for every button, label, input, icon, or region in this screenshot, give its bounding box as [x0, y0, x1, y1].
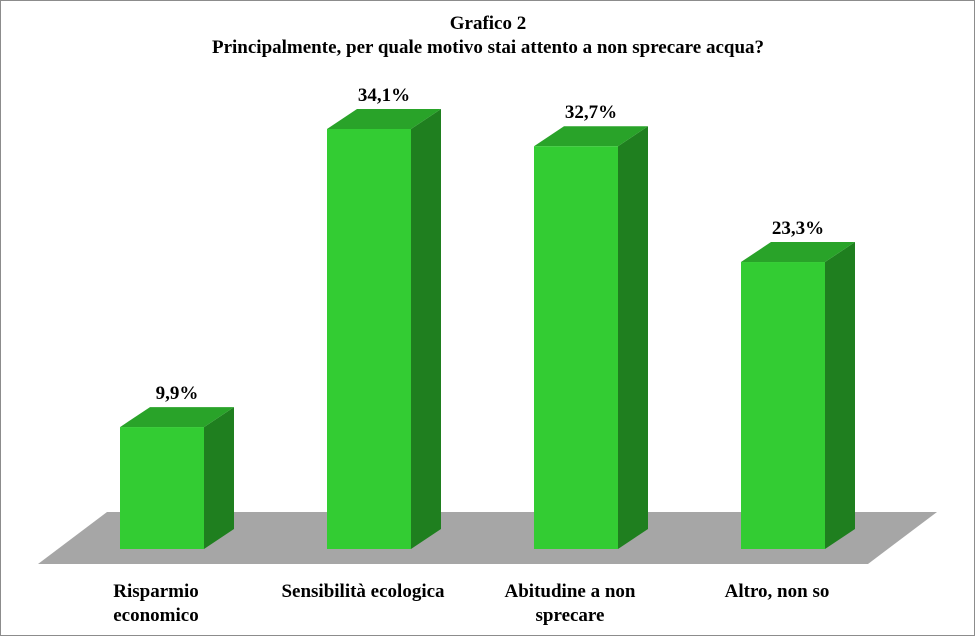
data-label: 32,7% — [565, 102, 617, 123]
data-label: 23,3% — [772, 218, 824, 239]
bar-front — [120, 427, 204, 549]
category-label: Sensibilità ecologica — [281, 581, 445, 602]
bar — [327, 109, 441, 549]
category-label: Altro, non so — [725, 581, 830, 602]
data-label: 34,1% — [358, 85, 410, 106]
chart-subtitle: Principalmente, per quale motivo stai at… — [212, 37, 764, 58]
bar-top — [534, 126, 648, 147]
bar-side — [618, 126, 648, 549]
bar-side — [825, 242, 855, 550]
bar — [741, 242, 855, 550]
bar-front — [741, 262, 825, 549]
category-label: Risparmio economico — [113, 581, 199, 626]
bar — [120, 407, 234, 549]
bar-top — [741, 242, 855, 263]
bar-top — [327, 109, 441, 129]
chart-floor — [38, 512, 937, 564]
data-label: 9,9% — [156, 383, 199, 404]
bar-top — [120, 407, 234, 428]
bar-side — [411, 109, 441, 549]
category-label: Abitudine a non sprecare — [505, 581, 636, 626]
bar-side — [204, 407, 234, 549]
bar — [534, 126, 648, 549]
bar-front — [327, 129, 411, 549]
chart-title: Grafico 2 — [450, 13, 527, 34]
bar-front — [534, 146, 618, 549]
